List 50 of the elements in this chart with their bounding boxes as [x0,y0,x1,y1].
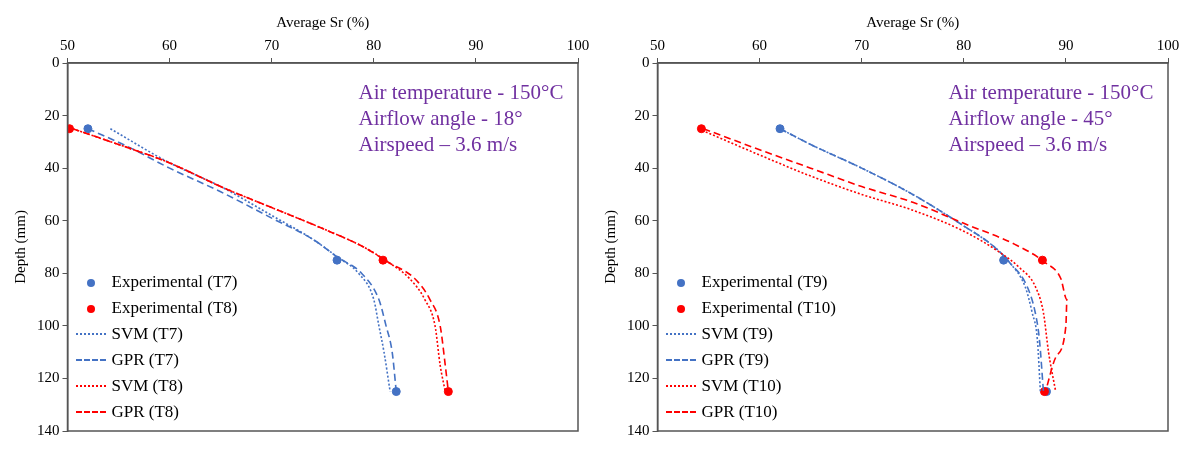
legend-label: Experimental (T8) [111,298,238,318]
x-tick-label: 80 [366,36,382,53]
y-tick-label: 80 [634,264,650,281]
legend-label: Experimental (T9) [701,272,828,292]
x-tick-label: 70 [854,36,870,53]
y-tick-label: 40 [44,159,60,176]
legend-label: SVM (T8) [111,376,183,396]
y-tick-label: 140 [37,421,60,438]
y-tick-label: 20 [44,106,60,123]
x-tick-label: 60 [752,36,768,53]
y-tick-label: 0 [52,53,60,70]
legend-label: Experimental (T7) [111,272,238,292]
x-tick-label: 90 [1058,36,1074,53]
annotation: Airflow angle - 45° [948,106,1113,131]
legend-label: SVM (T9) [701,324,773,344]
x-tick-label: 80 [956,36,972,53]
annotation: Airspeed – 3.6 m/s [358,132,518,157]
x-tick-label: 70 [264,36,280,53]
y-axis-title: Depth (mm) [601,210,619,284]
y-tick-label: 120 [627,369,650,386]
annotation: Air temperature - 150°C [948,80,1154,105]
legend-label: GPR (T10) [701,402,778,422]
y-tick-label: 140 [627,421,650,438]
x-tick-label: 100 [1156,36,1180,53]
legend-label: GPR (T7) [111,350,180,370]
annotation: Air temperature - 150°C [358,80,564,105]
y-tick-label: 80 [44,264,60,281]
y-tick-label: 120 [37,369,60,386]
x-tick-label: 50 [650,36,665,53]
x-tick-label: 60 [162,36,178,53]
legend-label: Experimental (T10) [701,298,837,318]
y-tick-label: 60 [44,211,60,228]
y-axis-title: Depth (mm) [11,210,29,284]
y-tick-label: 100 [37,316,60,333]
x-axis-title: Average Sr (%) [866,13,960,31]
y-tick-label: 40 [634,159,650,176]
x-tick-label: 90 [468,36,484,53]
legend-label: SVM (T10) [701,376,782,396]
y-tick-label: 0 [642,53,650,70]
x-axis-title: Average Sr (%) [276,13,370,31]
y-tick-label: 60 [634,211,650,228]
legend-label: GPR (T9) [701,350,770,370]
x-tick-label: 100 [566,36,590,53]
y-tick-label: 20 [634,106,650,123]
y-tick-label: 100 [627,316,650,333]
legend-label: SVM (T7) [111,324,183,344]
legend-label: GPR (T8) [111,402,180,422]
annotation: Airspeed – 3.6 m/s [948,132,1108,157]
x-tick-label: 50 [60,36,75,53]
annotation: Airflow angle - 18° [358,106,523,131]
